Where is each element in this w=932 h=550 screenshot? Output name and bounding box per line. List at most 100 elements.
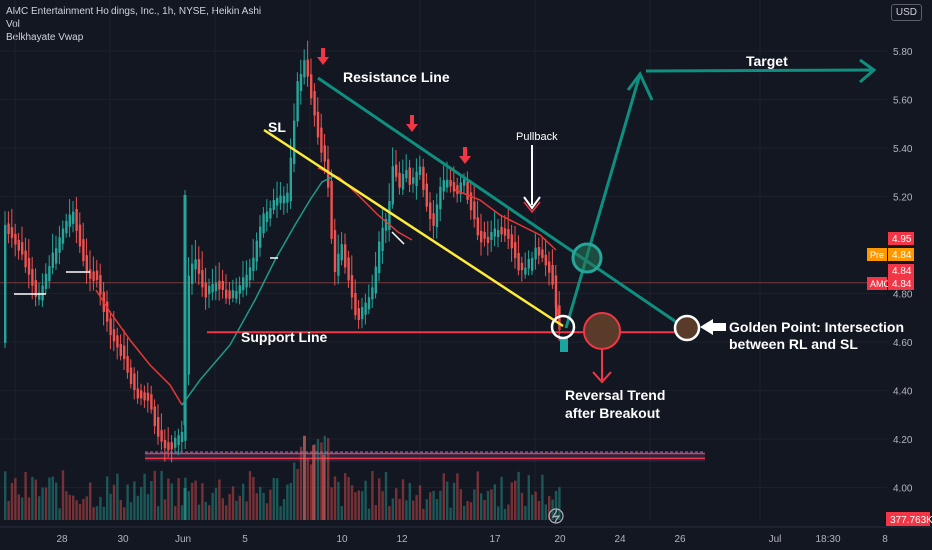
volume-bar bbox=[112, 484, 116, 520]
resistance-touch-arrow-stem bbox=[321, 48, 325, 57]
volume-bar bbox=[180, 505, 184, 520]
volume-bar bbox=[517, 471, 520, 520]
price-badge-value: 4.84 bbox=[892, 266, 912, 277]
candle-body bbox=[378, 241, 381, 274]
reversal-label-line1: Reversal Trend bbox=[565, 387, 665, 403]
volume-bar bbox=[92, 507, 95, 520]
candle-body bbox=[320, 127, 323, 153]
volume-bar bbox=[102, 506, 105, 520]
volume-bar bbox=[146, 494, 150, 520]
price-badge-tag bbox=[867, 277, 887, 290]
golden-point-label-line1: Golden Point: Intersection bbox=[729, 319, 904, 335]
volume-bar bbox=[211, 492, 214, 520]
vwap-indicator-label[interactable]: Belkhayate Vwap bbox=[6, 32, 84, 43]
x-tick-label: 24 bbox=[614, 534, 626, 545]
volume-bar bbox=[384, 471, 388, 520]
volume-bar bbox=[225, 505, 228, 520]
candle-body bbox=[296, 81, 299, 122]
volume-bar bbox=[252, 476, 255, 520]
volume-bar bbox=[391, 498, 394, 520]
volume-bar bbox=[357, 490, 360, 520]
candle-body bbox=[228, 290, 231, 299]
price-badge-value: 4.95 bbox=[892, 234, 912, 245]
volume-bar bbox=[289, 482, 292, 520]
y-tick-label: 5.60 bbox=[893, 96, 913, 107]
entry-point-circle bbox=[550, 314, 576, 340]
volume-bar bbox=[425, 499, 428, 520]
volume-bar bbox=[500, 476, 503, 520]
volume-bar bbox=[44, 487, 48, 520]
candle-body bbox=[99, 275, 102, 295]
volume-bar bbox=[446, 481, 449, 520]
volume-bar bbox=[167, 478, 170, 520]
currency-selector[interactable]: USD bbox=[890, 4, 922, 21]
volume-bar bbox=[537, 500, 541, 520]
candle-body bbox=[337, 253, 340, 276]
volume-bar bbox=[143, 473, 146, 520]
candle-body bbox=[218, 280, 221, 290]
candle-body bbox=[473, 201, 476, 220]
x-tick-label: 20 bbox=[554, 534, 566, 545]
candle-body bbox=[520, 262, 524, 271]
volume-bar bbox=[31, 476, 34, 520]
volume-bar bbox=[398, 498, 401, 520]
vwap-line-teal bbox=[181, 175, 335, 406]
volume-bar bbox=[293, 462, 296, 520]
volume-bar bbox=[347, 477, 350, 520]
candle-body bbox=[313, 91, 316, 116]
candle-body bbox=[510, 234, 513, 249]
volume-bar bbox=[48, 477, 51, 520]
candle-body bbox=[276, 197, 279, 206]
candle-body bbox=[279, 195, 282, 204]
candle-body bbox=[347, 257, 350, 281]
candle-body bbox=[388, 201, 391, 230]
volume-bar bbox=[276, 478, 279, 520]
candle-body bbox=[466, 181, 469, 200]
volume-bar bbox=[371, 471, 374, 520]
candle-body bbox=[524, 267, 527, 275]
candle-body bbox=[384, 219, 388, 231]
candle-body bbox=[92, 271, 95, 281]
volume-bar bbox=[364, 480, 367, 520]
candle-body bbox=[323, 145, 326, 162]
volume-bar bbox=[306, 458, 309, 520]
candle-body bbox=[214, 282, 218, 292]
volume-bar bbox=[191, 482, 194, 520]
candle-body bbox=[418, 166, 422, 176]
volume-bar bbox=[21, 497, 24, 520]
volume-bar bbox=[109, 493, 112, 520]
volume-bar bbox=[507, 504, 510, 520]
candle-body bbox=[129, 367, 133, 385]
volume-bar bbox=[395, 488, 398, 520]
volume-bar bbox=[34, 479, 37, 520]
volume-bar bbox=[418, 485, 422, 520]
volume-bar bbox=[235, 500, 238, 520]
candle-body bbox=[61, 228, 65, 244]
volume-bar bbox=[279, 506, 282, 520]
candle-body bbox=[109, 318, 112, 336]
volume-bar bbox=[327, 438, 330, 520]
volume-bar bbox=[520, 492, 524, 520]
volume-bar bbox=[415, 495, 418, 520]
candle-body bbox=[150, 394, 153, 410]
volume-bar bbox=[55, 482, 58, 520]
price-badge-tag bbox=[867, 248, 887, 261]
volume-bar bbox=[541, 474, 544, 520]
volume-bar bbox=[61, 470, 65, 520]
candle-body bbox=[75, 208, 78, 231]
candle-body bbox=[170, 442, 173, 450]
volume-bar bbox=[174, 506, 177, 520]
volume-bar bbox=[412, 500, 415, 520]
volume-bar bbox=[531, 494, 534, 520]
volume-indicator-label[interactable]: Vol bbox=[6, 19, 20, 30]
volume-bar bbox=[245, 501, 248, 520]
candle-body bbox=[507, 229, 510, 239]
candle-body bbox=[68, 214, 71, 227]
candle-body bbox=[531, 257, 534, 271]
volume-bar bbox=[490, 489, 493, 520]
volume-bar bbox=[452, 482, 456, 520]
candle-body bbox=[497, 229, 500, 237]
candle-body bbox=[95, 270, 99, 280]
volume-bar bbox=[153, 470, 156, 520]
